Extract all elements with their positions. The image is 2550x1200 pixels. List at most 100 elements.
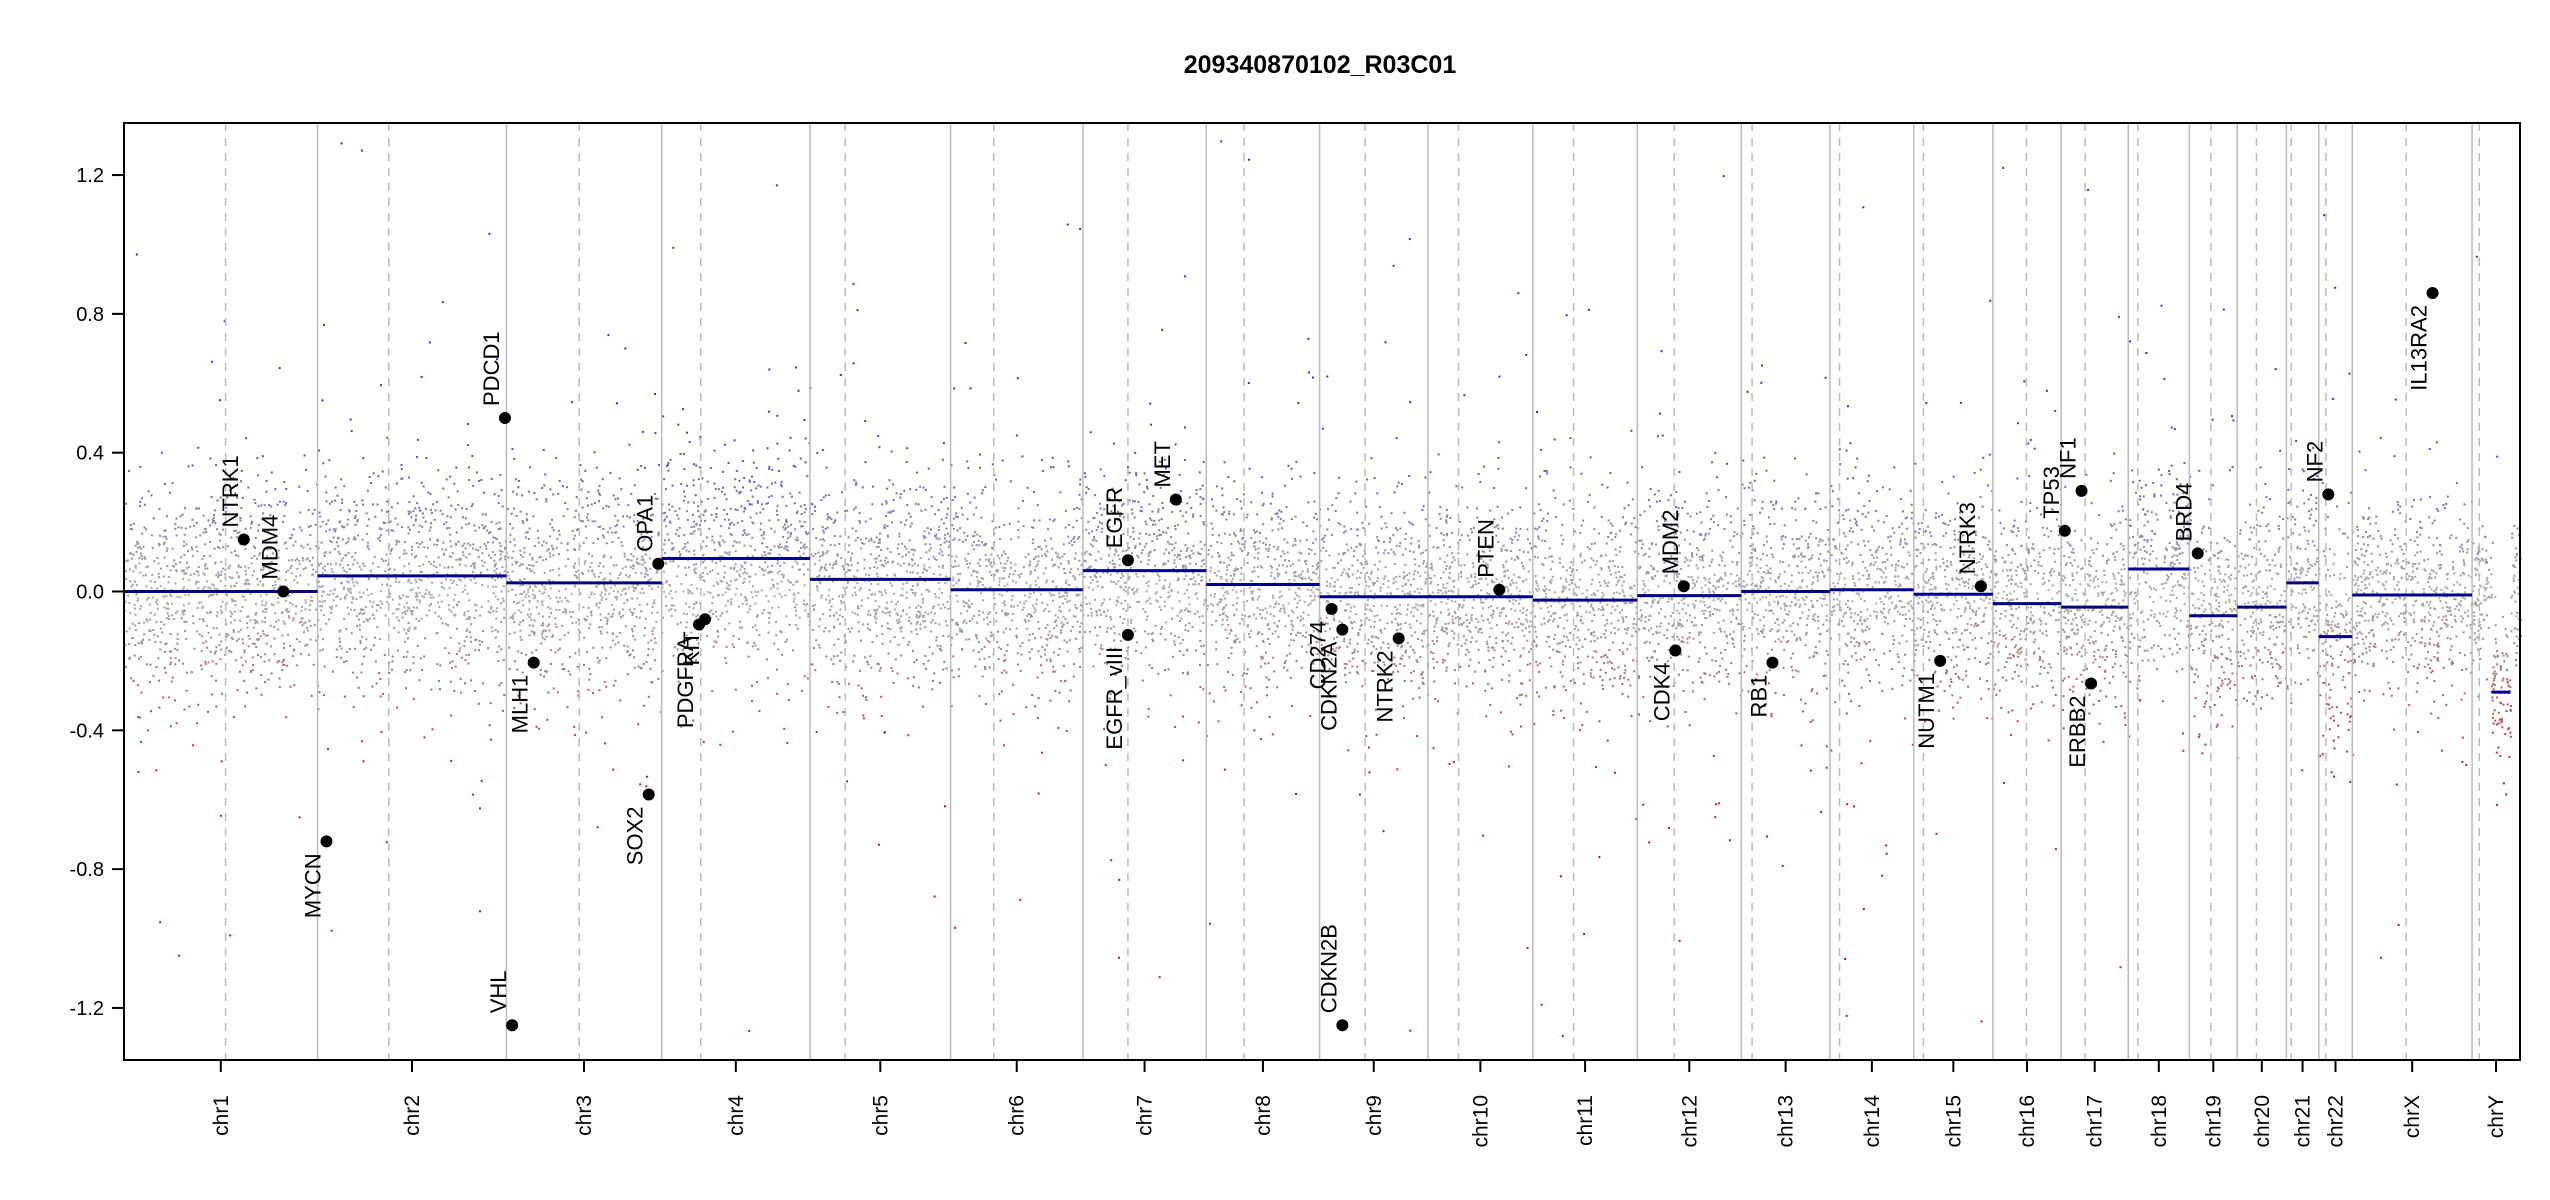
gene-label-brd4: BRD4 [2172, 483, 2197, 542]
gene-label-mdm4: MDM4 [257, 515, 282, 580]
gene-marker-erbb2 [2085, 677, 2098, 690]
y-axis: 1.2 0.8 0.4 0.0 -0.4 -0.8 -1.2 [70, 165, 125, 1020]
probe-cloud-chr20 [2237, 368, 2289, 710]
gene-marker-nf1 [2075, 484, 2088, 497]
gene-marker-kit [699, 613, 712, 626]
x-tick-label-chr1: chr1 [210, 1095, 233, 1136]
probe-cloud-chr12 [1637, 175, 1743, 942]
gene-label-ntrk2: NTRK2 [1373, 650, 1398, 722]
gene-label-ntrk1: NTRK1 [218, 455, 243, 527]
gene-label-pten: PTEN [1473, 519, 1498, 578]
gene-marker-mdm4 [277, 585, 290, 598]
x-tick-label-chr18: chr18 [2148, 1095, 2171, 1148]
x-tick-label-chr10: chr10 [1469, 1095, 1492, 1148]
probe-cloud-chr5 [810, 283, 953, 898]
gene-label-cdkn2a: CDKN2A [1316, 641, 1341, 731]
x-tick-label-chr19: chr19 [2202, 1095, 2225, 1148]
x-tick-label-chr16: chr16 [2016, 1095, 2039, 1148]
x-tick-label-chrY: chrY [2485, 1095, 2508, 1138]
probe-cloud-chr16 [1993, 166, 2063, 851]
gene-marker-vhl [506, 1019, 519, 1032]
gene-label-vhl: VHL [486, 970, 511, 1013]
gene-marker-ntrk2 [1392, 632, 1405, 645]
probe-cloud-chr3 [506, 334, 664, 829]
probe-cloud-chr8 [1206, 140, 1322, 925]
probe-cloud-chr15 [1913, 299, 1995, 1023]
gene-marker-cdkn2a [1336, 623, 1349, 636]
x-axis: chr1 chr2 chr3 chr4 chr5 chr6 chr7 chr8 chr9 chr1… [124, 1059, 2520, 1148]
gene-label-egfr_viii: EGFR_vIII [1102, 647, 1127, 750]
gene-label-mlh1: MLH1 [508, 675, 533, 734]
probe-cloud-chr14 [1830, 206, 1916, 1017]
gene-marker-mlh1 [527, 656, 540, 669]
gene-label-met: MET [1150, 441, 1175, 487]
x-tick-label-chr3: chr3 [573, 1095, 596, 1136]
x-tick-label-chr9: chr9 [1363, 1095, 1386, 1136]
gene-marker-pdcd1 [498, 411, 511, 424]
x-tick-label-chr15: chr15 [1942, 1095, 1965, 1148]
y-tick-label: 0.4 [76, 443, 104, 465]
x-tick-label-chr21: chr21 [2292, 1095, 2315, 1148]
y-tick-label: -0.4 [70, 720, 104, 742]
x-tick-label-chr5: chr5 [869, 1095, 892, 1136]
gene-marker-opa1 [652, 557, 665, 570]
y-tick-label: 0.0 [76, 582, 104, 604]
x-tick-label-chr12: chr12 [1678, 1095, 1701, 1148]
gene-marker-met [1169, 493, 1182, 506]
x-tick-label-chr8: chr8 [1252, 1095, 1275, 1136]
gene-label-nf1: NF1 [2056, 437, 2081, 479]
gene-marker-nutm1 [1934, 654, 1947, 667]
gene-label-kit: KIT [679, 631, 704, 665]
gene-marker-il13ra2 [2426, 287, 2439, 300]
gene-markers: NTRK1 MDM4 MYCN PDCD1 VHL MLH1 SOX2 OPA1 PDGFRAK… [218, 287, 2439, 1032]
probe-cloud-chr4 [661, 184, 812, 1033]
chart-title: 209340870102_R03C01 [1184, 51, 1457, 79]
x-tick-label-chr2: chr2 [401, 1095, 424, 1136]
gene-marker-brd4 [2191, 547, 2204, 560]
probe-cloud-chr17 [2062, 188, 2131, 969]
gene-label-nutm1: NUTM1 [1914, 673, 1939, 749]
x-tick-label-chr6: chr6 [1006, 1095, 1029, 1136]
x-tick-label-chr22: chr22 [2325, 1095, 2348, 1148]
gene-marker-cdk4 [1669, 644, 1682, 657]
x-tick-label-chr7: chr7 [1134, 1095, 1157, 1136]
probe-points [124, 140, 2522, 1037]
gene-label-mdm2: MDM2 [1658, 510, 1683, 575]
gene-label-pdcd1: PDCD1 [479, 331, 504, 406]
gene-marker-ntrk1 [237, 533, 250, 546]
y-tick-label: 1.2 [76, 165, 104, 187]
gene-label-ntrk3: NTRK3 [1955, 502, 1980, 574]
gene-marker-nf2 [2322, 488, 2335, 501]
probe-cloud-chr1 [124, 253, 320, 957]
segment-lines [124, 557, 2511, 694]
gene-label-tp53: TP53 [2039, 466, 2064, 519]
probe-cloud-chr18 [2128, 304, 2192, 752]
x-tick-label-chr20: chr20 [2251, 1095, 2274, 1148]
x-tick-label-chr17: chr17 [2084, 1095, 2107, 1148]
gene-label-rb1: RB1 [1746, 675, 1771, 718]
gene-marker-mdm2 [1677, 580, 1690, 593]
gene-label-cdkn2b: CDKN2B [1316, 924, 1341, 1013]
probe-cloud-chr6 [950, 223, 1085, 929]
gene-label-erbb2: ERBB2 [2065, 695, 2090, 767]
gene-label-mycn: MYCN [300, 853, 325, 918]
x-tick-label-chrX: chrX [2401, 1095, 2424, 1138]
y-tick-label: -0.8 [70, 859, 104, 881]
gene-label-sox2: SOX2 [623, 807, 648, 866]
probe-cloud-chr11 [1532, 308, 1640, 1037]
chromosome-dividers [224, 123, 2481, 1060]
gene-label-il13ra2: IL13RA2 [2407, 305, 2432, 391]
x-tick-label-chr11: chr11 [1574, 1095, 1597, 1146]
probe-cloud-chr2 [317, 142, 508, 932]
gene-marker-egfr_viii [1121, 628, 1134, 641]
probe-cloud-chr9 [1319, 238, 1430, 1032]
gene-label-opa1: OPA1 [632, 495, 657, 552]
gene-label-pdgfra: PDGFRA [673, 636, 698, 728]
y-tick-label: -1.2 [70, 998, 104, 1020]
probe-cloud-chr7 [1083, 275, 1209, 979]
gene-label-cdk4: CDK4 [1649, 662, 1674, 721]
gene-marker-tp53 [2058, 524, 2071, 537]
probe-cloud-chr22 [2318, 214, 2354, 783]
